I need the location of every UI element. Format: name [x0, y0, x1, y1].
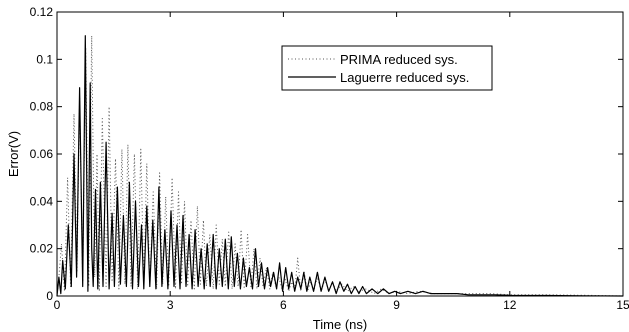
legend-box [281, 45, 493, 91]
legend: PRIMA reduced sys. Laguerre reduced sys. [281, 45, 493, 91]
y-tick-label: 0.1 [36, 52, 53, 66]
legend-label-prima: PRIMA reduced sys. [340, 52, 458, 67]
y-axis-label: Error(V) [6, 131, 21, 177]
y-tick-label: 0.06 [30, 147, 54, 161]
y-tick-label: 0 [46, 289, 53, 303]
axis-ticks: 0 3 6 9 12 15 0 0.02 0.04 0.06 0.08 0.1 0.12 [30, 5, 629, 312]
y-tick-label: 0.02 [30, 242, 54, 256]
legend-label-laguerre: Laguerre reduced sys. [340, 70, 469, 85]
x-tick-label: 6 [280, 298, 287, 312]
x-axis-label: Time (ns) [313, 317, 367, 332]
x-tick-label: 15 [616, 298, 629, 312]
y-tick-label: 0.08 [30, 100, 54, 114]
x-tick-label: 0 [54, 298, 61, 312]
x-tick-label: 9 [393, 298, 400, 312]
x-tick-label: 12 [503, 298, 517, 312]
x-tick-label: 3 [167, 298, 174, 312]
y-tick-label: 0.04 [30, 194, 54, 208]
y-tick-label: 0.12 [30, 5, 54, 19]
series-line-laguerre [56, 35, 624, 297]
series-line-prima [56, 35, 624, 297]
plot-lines [56, 35, 624, 297]
